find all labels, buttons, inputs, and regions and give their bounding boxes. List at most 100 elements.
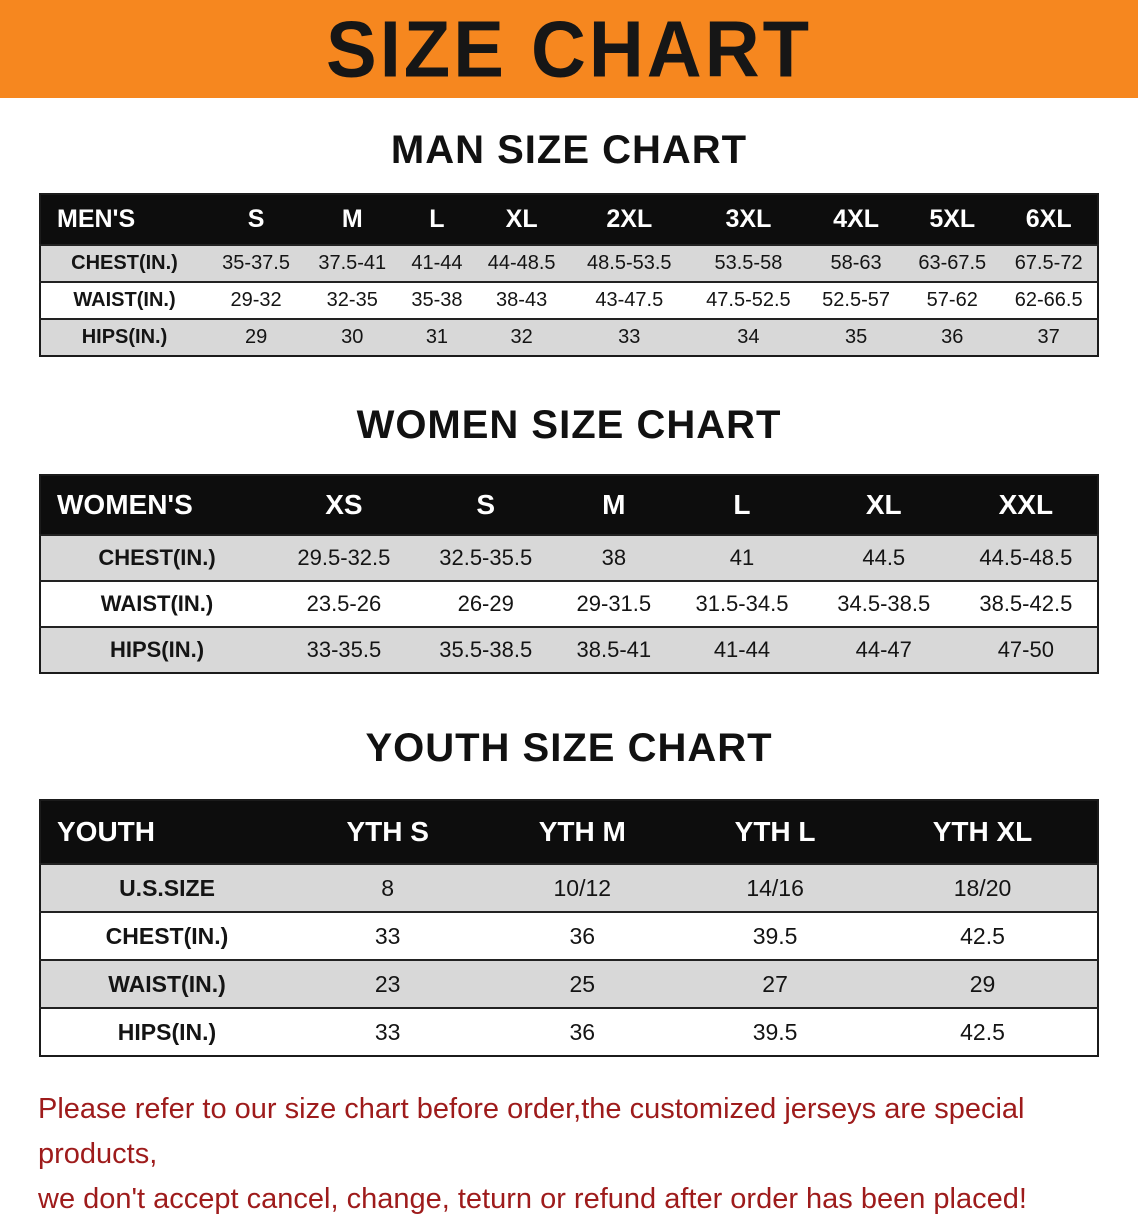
size-value-cell: 36 bbox=[904, 318, 1001, 356]
table-header-row: YOUTH YTH S YTH M YTH L YTH XL bbox=[40, 800, 1098, 864]
women-section-heading: WOMEN SIZE CHART bbox=[356, 403, 782, 447]
row-label: U.S.SIZE bbox=[40, 863, 293, 912]
size-value-cell: 44-47 bbox=[812, 626, 955, 673]
row-label: HIPS(IN.) bbox=[40, 1007, 293, 1056]
size-value-cell: 47-50 bbox=[954, 626, 1098, 673]
women-size-table: WOMEN'S XS S M L XL XXL CHEST(IN.) 29.5-32.5 32.5… bbox=[39, 474, 1099, 674]
men-size-section: MAN SIZE CHART MEN'S S M L XL 2XL 3XL 4XL 5XL 6XL… bbox=[0, 128, 1138, 357]
size-column-header: XXL bbox=[954, 475, 1098, 535]
table-row: CHEST(IN.) 33 36 39.5 42.5 bbox=[40, 911, 1098, 960]
size-value-cell: 33 bbox=[293, 911, 483, 960]
size-value-cell: 30 bbox=[304, 318, 401, 356]
size-value-cell: 10/12 bbox=[482, 863, 683, 912]
size-value-cell: 57-62 bbox=[904, 281, 1001, 319]
table-row: HIPS(IN.) 29 30 31 32 33 34 35 36 37 bbox=[40, 318, 1098, 356]
size-column-header: S bbox=[208, 194, 305, 245]
size-value-cell: 41-44 bbox=[671, 626, 813, 673]
size-value-cell: 23.5-26 bbox=[273, 580, 415, 627]
size-value-cell: 38.5-42.5 bbox=[954, 580, 1098, 627]
size-value-cell: 36 bbox=[482, 1007, 683, 1056]
size-value-cell: 34.5-38.5 bbox=[812, 580, 955, 627]
youth-section-heading: YOUTH SIZE CHART bbox=[365, 726, 773, 770]
table-header-row: MEN'S S M L XL 2XL 3XL 4XL 5XL 6XL bbox=[40, 194, 1098, 245]
size-value-cell: 41 bbox=[671, 534, 813, 581]
size-column-header: L bbox=[671, 475, 813, 535]
table-row: CHEST(IN.) 35-37.5 37.5-41 41-44 44-48.5 48.5… bbox=[40, 244, 1098, 282]
row-label: WAIST(IN.) bbox=[40, 959, 293, 1008]
size-value-cell: 44.5-48.5 bbox=[954, 534, 1098, 581]
size-value-cell: 48.5-53.5 bbox=[569, 244, 689, 282]
row-label: WAIST(IN.) bbox=[40, 580, 273, 627]
size-value-cell: 37 bbox=[1000, 318, 1098, 356]
size-value-cell: 62-66.5 bbox=[1000, 281, 1098, 319]
size-value-cell: 29.5-32.5 bbox=[273, 534, 415, 581]
men-size-table: MEN'S S M L XL 2XL 3XL 4XL 5XL 6XL CHEST(IN.) 35-37… bbox=[39, 193, 1099, 357]
table-row: HIPS(IN.) 33 36 39.5 42.5 bbox=[40, 1007, 1098, 1056]
size-value-cell: 26-29 bbox=[414, 580, 557, 627]
size-value-cell: 27 bbox=[682, 959, 869, 1008]
size-column-header: YTH S bbox=[293, 800, 483, 864]
size-chart-banner: SIZE CHART bbox=[0, 0, 1138, 98]
table-corner-label: MEN'S bbox=[40, 194, 208, 245]
size-column-header: XL bbox=[812, 475, 955, 535]
women-size-section: WOMEN SIZE CHART WOMEN'S XS S M L XL XXL CHEST(… bbox=[0, 403, 1138, 674]
size-value-cell: 8 bbox=[293, 863, 483, 912]
size-column-header: M bbox=[556, 475, 672, 535]
size-value-cell: 36 bbox=[482, 911, 683, 960]
size-column-header: XL bbox=[473, 194, 570, 245]
size-value-cell: 41-44 bbox=[400, 244, 474, 282]
size-value-cell: 58-63 bbox=[808, 244, 905, 282]
row-label: CHEST(IN.) bbox=[40, 244, 208, 282]
size-chart-content: MAN SIZE CHART MEN'S S M L XL 2XL 3XL 4XL 5XL 6XL… bbox=[0, 128, 1138, 1222]
table-row: WAIST(IN.) 23 25 27 29 bbox=[40, 959, 1098, 1008]
size-column-header: XS bbox=[273, 475, 415, 535]
table-row: WAIST(IN.) 29-32 32-35 35-38 38-43 43-47.5 47.… bbox=[40, 281, 1098, 319]
size-value-cell: 42.5 bbox=[868, 911, 1098, 960]
size-value-cell: 31 bbox=[400, 318, 474, 356]
size-column-header: YTH L bbox=[682, 800, 869, 864]
table-row: WAIST(IN.) 23.5-26 26-29 29-31.5 31.5-34.5 34… bbox=[40, 580, 1098, 627]
row-label: HIPS(IN.) bbox=[40, 626, 273, 673]
size-value-cell: 67.5-72 bbox=[1000, 244, 1098, 282]
size-value-cell: 32.5-35.5 bbox=[414, 534, 557, 581]
size-value-cell: 31.5-34.5 bbox=[671, 580, 813, 627]
size-value-cell: 53.5-58 bbox=[688, 244, 808, 282]
row-label: CHEST(IN.) bbox=[40, 534, 273, 581]
size-value-cell: 14/16 bbox=[682, 863, 869, 912]
youth-size-section: YOUTH SIZE CHART YOUTH YTH S YTH M YTH L YTH… bbox=[0, 726, 1138, 1057]
size-value-cell: 42.5 bbox=[868, 1007, 1098, 1056]
size-value-cell: 23 bbox=[293, 959, 483, 1008]
size-column-header: 5XL bbox=[904, 194, 1001, 245]
size-value-cell: 35.5-38.5 bbox=[414, 626, 557, 673]
size-column-header: 2XL bbox=[569, 194, 689, 245]
size-value-cell: 43-47.5 bbox=[569, 281, 689, 319]
size-column-header: S bbox=[414, 475, 557, 535]
size-column-header: 6XL bbox=[1000, 194, 1098, 245]
table-row: U.S.SIZE 8 10/12 14/16 18/20 bbox=[40, 863, 1098, 912]
size-value-cell: 33-35.5 bbox=[273, 626, 415, 673]
size-value-cell: 47.5-52.5 bbox=[688, 281, 808, 319]
men-section-heading: MAN SIZE CHART bbox=[390, 128, 748, 172]
size-value-cell: 39.5 bbox=[682, 1007, 869, 1056]
size-value-cell: 32 bbox=[473, 318, 570, 356]
table-header-row: WOMEN'S XS S M L XL XXL bbox=[40, 475, 1098, 535]
size-value-cell: 35-38 bbox=[400, 281, 474, 319]
size-value-cell: 33 bbox=[293, 1007, 483, 1056]
row-label: HIPS(IN.) bbox=[40, 318, 208, 356]
size-value-cell: 38.5-41 bbox=[556, 626, 672, 673]
table-row: HIPS(IN.) 33-35.5 35.5-38.5 38.5-41 41-44 44-… bbox=[40, 626, 1098, 673]
size-value-cell: 44-48.5 bbox=[473, 244, 570, 282]
size-column-header: 3XL bbox=[688, 194, 808, 245]
size-value-cell: 63-67.5 bbox=[904, 244, 1001, 282]
youth-size-table: YOUTH YTH S YTH M YTH L YTH XL U.S.SIZE 8 10/12… bbox=[39, 799, 1099, 1057]
size-value-cell: 37.5-41 bbox=[304, 244, 401, 282]
size-value-cell: 29 bbox=[868, 959, 1098, 1008]
size-value-cell: 35-37.5 bbox=[208, 244, 305, 282]
row-label: CHEST(IN.) bbox=[40, 911, 293, 960]
size-value-cell: 52.5-57 bbox=[808, 281, 905, 319]
table-corner-label: WOMEN'S bbox=[40, 475, 273, 535]
size-value-cell: 29-32 bbox=[208, 281, 305, 319]
size-value-cell: 29-31.5 bbox=[556, 580, 672, 627]
size-value-cell: 18/20 bbox=[868, 863, 1098, 912]
size-value-cell: 38-43 bbox=[473, 281, 570, 319]
